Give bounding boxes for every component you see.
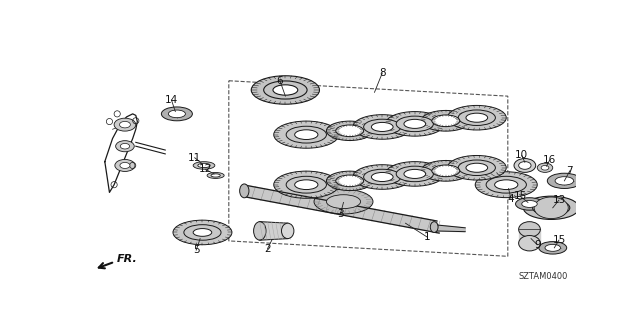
Ellipse shape <box>524 196 579 220</box>
Ellipse shape <box>168 110 186 118</box>
Ellipse shape <box>421 161 470 181</box>
Ellipse shape <box>385 112 444 136</box>
Ellipse shape <box>371 123 393 132</box>
Text: 2: 2 <box>264 244 271 254</box>
Ellipse shape <box>432 165 460 177</box>
Polygon shape <box>243 185 439 233</box>
Ellipse shape <box>120 143 129 149</box>
Polygon shape <box>518 229 540 243</box>
Ellipse shape <box>173 220 232 245</box>
Text: 3: 3 <box>337 209 344 219</box>
Ellipse shape <box>286 126 326 143</box>
Ellipse shape <box>326 195 360 209</box>
Ellipse shape <box>396 116 433 132</box>
Ellipse shape <box>522 201 537 207</box>
Text: 1: 1 <box>424 232 431 242</box>
Ellipse shape <box>404 119 426 128</box>
Text: FR.: FR. <box>117 254 138 264</box>
Text: 12: 12 <box>199 164 212 174</box>
Ellipse shape <box>396 166 433 182</box>
Ellipse shape <box>114 118 136 131</box>
Ellipse shape <box>116 141 134 152</box>
Ellipse shape <box>274 171 339 198</box>
Ellipse shape <box>385 162 444 186</box>
Ellipse shape <box>430 222 438 232</box>
Ellipse shape <box>193 162 215 169</box>
Ellipse shape <box>432 115 460 127</box>
Ellipse shape <box>421 110 470 131</box>
Text: SZTAM0400: SZTAM0400 <box>519 272 568 281</box>
Text: 13: 13 <box>552 195 566 205</box>
Ellipse shape <box>447 105 506 130</box>
Ellipse shape <box>193 228 212 236</box>
Text: 10: 10 <box>515 150 528 160</box>
Ellipse shape <box>516 198 543 210</box>
Ellipse shape <box>547 173 581 188</box>
Ellipse shape <box>239 184 249 198</box>
Text: 5: 5 <box>193 245 200 255</box>
Ellipse shape <box>495 180 518 189</box>
Ellipse shape <box>161 107 193 121</box>
Ellipse shape <box>207 172 224 179</box>
Text: 4: 4 <box>508 194 514 204</box>
Polygon shape <box>434 225 465 232</box>
Ellipse shape <box>115 159 135 172</box>
Ellipse shape <box>120 121 131 128</box>
Ellipse shape <box>476 172 537 198</box>
Ellipse shape <box>466 113 488 122</box>
Ellipse shape <box>540 203 562 212</box>
Ellipse shape <box>336 175 364 187</box>
Ellipse shape <box>364 119 401 135</box>
Text: 16: 16 <box>543 155 556 165</box>
Ellipse shape <box>466 163 488 172</box>
Ellipse shape <box>518 162 531 169</box>
Ellipse shape <box>518 236 540 251</box>
Ellipse shape <box>458 110 495 125</box>
Text: 15: 15 <box>513 191 527 201</box>
Ellipse shape <box>184 225 221 240</box>
Text: 14: 14 <box>165 95 178 105</box>
Ellipse shape <box>286 176 326 193</box>
Ellipse shape <box>541 165 549 170</box>
Ellipse shape <box>534 197 568 219</box>
Ellipse shape <box>447 156 506 180</box>
Ellipse shape <box>326 121 373 140</box>
Ellipse shape <box>211 174 220 177</box>
Ellipse shape <box>326 171 373 190</box>
Ellipse shape <box>314 189 373 214</box>
Ellipse shape <box>404 169 426 179</box>
Ellipse shape <box>514 158 536 172</box>
Ellipse shape <box>364 169 401 185</box>
Text: 15: 15 <box>552 235 566 245</box>
Ellipse shape <box>545 244 561 251</box>
Text: 11: 11 <box>188 153 202 163</box>
Ellipse shape <box>253 222 266 240</box>
Ellipse shape <box>273 85 298 95</box>
Ellipse shape <box>264 81 307 99</box>
Ellipse shape <box>486 176 527 193</box>
Ellipse shape <box>198 163 210 168</box>
Ellipse shape <box>353 165 412 189</box>
Ellipse shape <box>555 177 573 185</box>
Ellipse shape <box>294 180 318 189</box>
Ellipse shape <box>282 223 294 239</box>
Ellipse shape <box>371 172 393 181</box>
Polygon shape <box>260 222 288 240</box>
Text: 7: 7 <box>566 166 573 176</box>
Ellipse shape <box>120 163 130 168</box>
Ellipse shape <box>353 115 412 139</box>
Ellipse shape <box>252 76 319 104</box>
Ellipse shape <box>294 130 318 140</box>
Ellipse shape <box>537 163 553 172</box>
Ellipse shape <box>458 160 495 176</box>
Text: 8: 8 <box>379 68 385 78</box>
Text: 6: 6 <box>276 76 284 86</box>
Ellipse shape <box>539 242 566 254</box>
Ellipse shape <box>532 200 570 216</box>
Ellipse shape <box>336 125 364 137</box>
Ellipse shape <box>274 121 339 148</box>
Text: 9: 9 <box>534 240 541 250</box>
Ellipse shape <box>518 222 540 237</box>
